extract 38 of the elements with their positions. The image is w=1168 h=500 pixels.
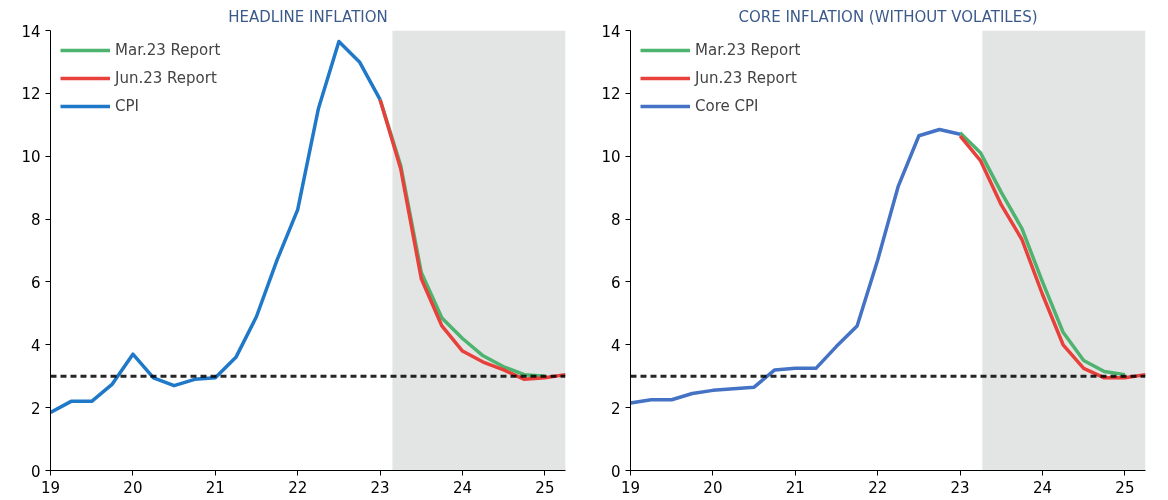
legend-label: Jun.23 Report (695, 69, 797, 87)
x-tick-label: 19 (40, 478, 61, 497)
y-tick-label: 4 (30, 336, 41, 355)
y-tick-label: 6 (30, 273, 41, 292)
y-tick-label: 14 (21, 22, 41, 41)
legend-label: Mar.23 Report (115, 41, 221, 59)
y-tick-label: 2 (610, 399, 621, 418)
x-tick-label: 20 (123, 478, 143, 497)
x-tick-label: 24 (452, 478, 473, 497)
y-tick-label: 2 (30, 399, 41, 418)
y-tick-label: 6 (610, 273, 621, 292)
legend-label: CPI (115, 97, 139, 115)
x-tick-label: 21 (205, 478, 225, 497)
y-tick-label: 14 (601, 22, 621, 41)
x-tick-label: 24 (1032, 478, 1053, 497)
x-tick-label: 23 (950, 478, 970, 497)
x-tick-label: 22 (868, 478, 888, 497)
y-tick-label: 8 (30, 211, 41, 230)
x-tick-label: 22 (288, 478, 308, 497)
x-tick-label: 19 (620, 478, 641, 497)
y-tick-label: 12 (601, 85, 621, 104)
legend-label: Jun.23 Report (115, 69, 217, 87)
y-tick-label: 12 (21, 85, 41, 104)
x-tick-label: 23 (370, 478, 390, 497)
legend-label: Mar.23 Report (695, 41, 801, 59)
x-tick-label: 25 (535, 478, 555, 497)
chart-title: CORE INFLATION (WITHOUT VOLATILES) (738, 7, 1038, 26)
x-tick-label: 20 (703, 478, 723, 497)
y-tick-label: 10 (601, 148, 621, 167)
chart-title: HEADLINE INFLATION (228, 7, 388, 26)
legend-label: Core CPI (695, 97, 759, 115)
y-tick-label: 4 (610, 336, 621, 355)
y-tick-label: 0 (30, 462, 41, 481)
y-tick-label: 0 (610, 462, 621, 481)
x-tick-label: 21 (785, 478, 805, 497)
x-tick-label: 25 (1115, 478, 1135, 497)
y-tick-label: 10 (21, 148, 41, 167)
y-tick-label: 8 (610, 211, 621, 230)
